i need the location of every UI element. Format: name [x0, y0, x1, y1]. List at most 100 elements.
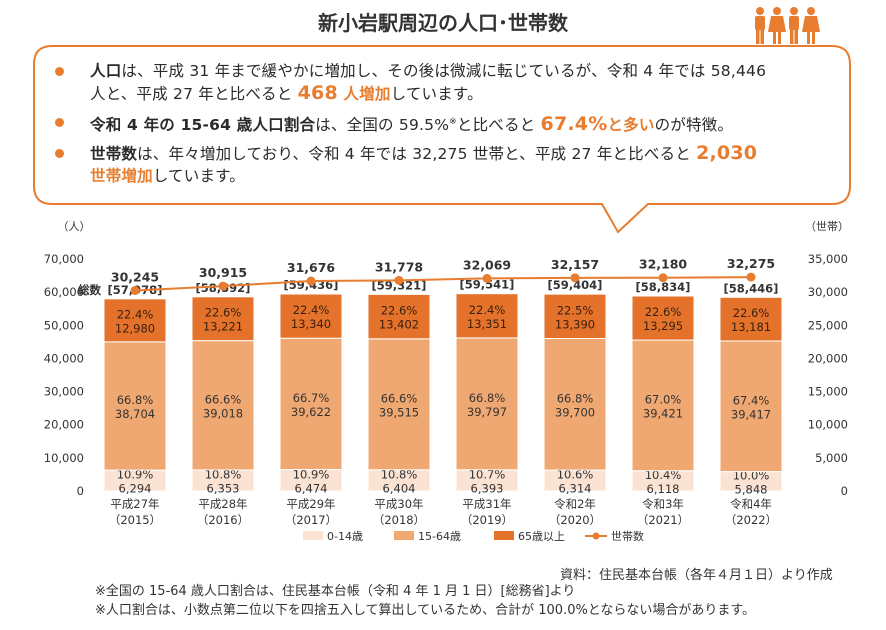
bar-pct-label: 66.8% — [557, 391, 594, 405]
footnote-1: ※全国の 15-64 歳人口割合は、住民基本台帳（令和 4 年 1 月 1 日）… — [95, 584, 576, 599]
bar-pct-label: 10.9% — [117, 468, 154, 482]
bar-value-label: 6,393 — [471, 481, 504, 495]
bar-pct-label: 66.7% — [293, 391, 330, 405]
bar-pct-label: 10.6% — [557, 468, 594, 482]
y-left-tick-label: 70,000 — [44, 252, 84, 266]
y-right-tick-label: 10,000 — [808, 418, 848, 432]
bar-pct-label: 10.9% — [293, 467, 330, 481]
households-point — [570, 273, 580, 283]
households-point — [746, 272, 756, 282]
bar-pct-label: 66.8% — [469, 391, 506, 405]
y-left-tick-label: 30,000 — [44, 385, 84, 399]
y-left-tick-label: 10,000 — [44, 451, 84, 465]
y-right-tick-label: 5,000 — [815, 451, 848, 465]
x-tick-label: 平成31年 — [462, 497, 511, 511]
y-left-tick-label: 0 — [77, 484, 84, 498]
y-right-unit-label: （世帯） — [805, 220, 849, 233]
bar-value-label: 6,353 — [207, 481, 240, 495]
bar-pct-label: 10.8% — [381, 467, 418, 481]
y-right-tick-label: 15,000 — [808, 385, 848, 399]
x-tick-label-year: （2021） — [637, 513, 689, 527]
summary-item-population: 人口は、平成 31 年まで緩やかに増加し、その後は微減に転じているが、令和 4 … — [52, 60, 852, 105]
footnotes: ※全国の 15-64 歳人口割合は、住民基本台帳（令和 4 年 1 月 1 日）… — [95, 582, 755, 620]
bar-pct-label: 67.4% — [733, 393, 770, 407]
bar-pct-label: 22.4% — [293, 303, 330, 317]
y-left-tick-label: 60,000 — [44, 285, 84, 299]
bar-segment-1 — [631, 339, 695, 472]
bar-pct-label: 10.7% — [469, 467, 506, 481]
legend-label: 0-14歳 — [327, 530, 363, 543]
bar-pct-label: 22.4% — [469, 303, 506, 317]
page-title: 新小岩駅周辺の人口･世帯数 — [318, 11, 568, 35]
bullet-icon — [55, 67, 64, 76]
y-left-tick-label: 40,000 — [44, 351, 84, 365]
bar-pct-label: 22.5% — [557, 303, 594, 317]
source-note: 資料：住民基本台帳（各年４月１日）より作成 — [560, 568, 833, 583]
footnote-2: ※人口割合は、小数点第二位以下を四捨五入して算出しているため、合計が 100.0… — [95, 603, 756, 618]
x-tick-label: 令和3年 — [642, 497, 684, 511]
bar-value-label: 13,402 — [379, 318, 419, 332]
legend-label: 65歳以上 — [518, 530, 565, 543]
x-tick-label-year: （2020） — [549, 513, 601, 527]
bar-pct-label: 66.8% — [117, 393, 154, 407]
bar-value-label: 39,417 — [731, 407, 771, 421]
bar-pct-label: 22.6% — [645, 305, 682, 319]
bar-value-label: 13,221 — [203, 320, 243, 334]
legend-swatch-2 — [494, 531, 514, 540]
total-label: [59,541] — [460, 278, 515, 292]
bar-value-label: 39,700 — [555, 405, 595, 419]
total-label: [58,834] — [636, 280, 691, 294]
bar-value-label: 6,474 — [295, 481, 328, 495]
total-label: [58,446] — [724, 281, 779, 295]
bar-value-label: 6,294 — [119, 482, 152, 496]
x-tick-label: 令和2年 — [554, 497, 596, 511]
x-tick-label: 令和4年 — [730, 497, 772, 511]
x-tick-label-year: （2022） — [725, 513, 777, 527]
bar-pct-label: 66.6% — [205, 392, 242, 406]
households-point — [218, 281, 228, 291]
bar-segment-2 — [455, 293, 519, 339]
bar-segment-2 — [543, 293, 607, 339]
households-value-label: 30,245 — [111, 270, 159, 285]
households-value-label: 31,778 — [375, 259, 423, 274]
households-point — [658, 273, 668, 283]
total-label: [59,321] — [372, 278, 427, 292]
x-tick-label-year: （2015） — [109, 513, 161, 527]
bar-value-label: 13,295 — [643, 319, 683, 333]
y-right-tick-label: 0 — [841, 484, 848, 498]
bar-value-label: 39,421 — [643, 406, 683, 420]
bar-value-label: 39,622 — [291, 405, 331, 419]
summary-list: 人口は、平成 31 年まで緩やかに増加し、その後は微減に転じているが、令和 4 … — [52, 60, 852, 193]
bar-segment-2 — [631, 295, 695, 341]
households-line — [134, 276, 752, 292]
legend-label: 15-64歳 — [418, 530, 461, 543]
households-point — [130, 286, 140, 296]
bar-segment-2 — [191, 296, 255, 342]
bar-value-label: 6,314 — [559, 482, 592, 496]
bar-value-label: 39,018 — [203, 406, 243, 420]
bar-segment-2 — [719, 296, 783, 342]
bar-pct-label: 22.6% — [381, 304, 418, 318]
y-right-tick-label: 20,000 — [808, 351, 848, 365]
bar-pct-label: 10.4% — [645, 468, 682, 482]
bullet-icon — [55, 118, 64, 127]
legend-line-marker — [592, 532, 600, 540]
bar-value-label: 38,704 — [115, 407, 155, 421]
population-chart: 0 10,000 20,000 30,000 40,000 50,000 60,000 70,… — [44, 220, 849, 543]
bullet-icon — [55, 149, 64, 159]
households-point — [482, 273, 492, 283]
bar-value-label: 39,515 — [379, 405, 419, 419]
total-prefix-label: 総数 — [78, 283, 101, 297]
x-tick-label: 平成27年 — [110, 497, 159, 511]
y-right-tick-label: 35,000 — [808, 252, 848, 266]
households-point — [306, 276, 316, 286]
bar-pct-label: 22.4% — [117, 307, 154, 321]
bar-segment-2 — [103, 298, 167, 343]
bar-segment-1 — [543, 337, 607, 471]
bar-segment-2 — [279, 293, 343, 339]
bar-value-label: 12,980 — [115, 321, 155, 335]
y-left-unit-label: （人） — [58, 220, 91, 233]
x-tick-label-year: （2017） — [285, 513, 337, 527]
bar-pct-label: 66.6% — [381, 391, 418, 405]
y-right-tick-label: 30,000 — [808, 285, 848, 299]
